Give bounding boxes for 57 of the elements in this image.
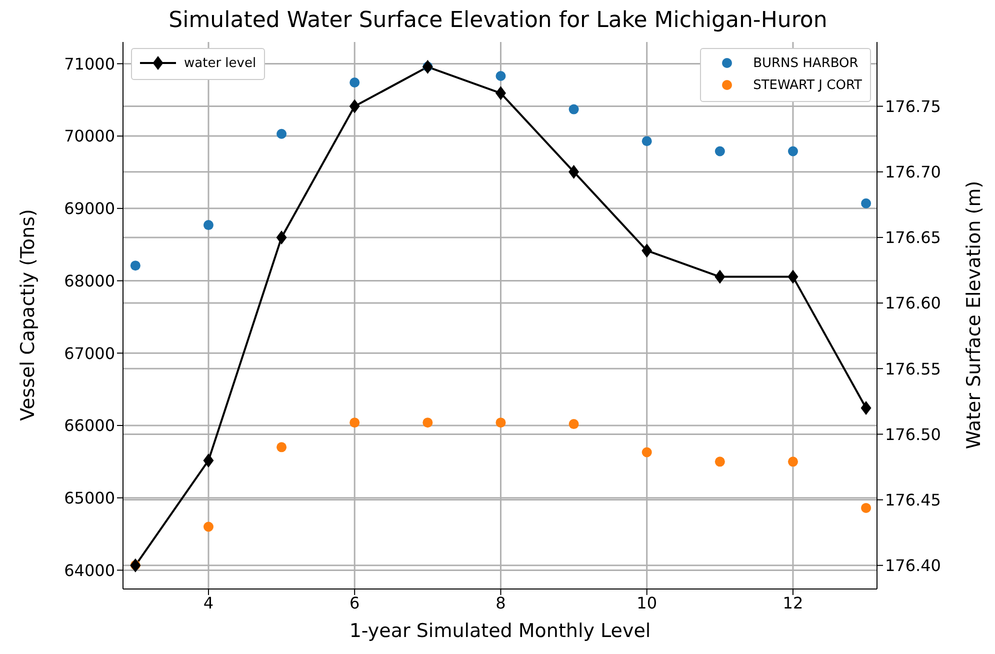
y-tick-label: 67000 bbox=[64, 344, 115, 363]
y-tick-label: 68000 bbox=[64, 271, 115, 290]
x-tick-label: 4 bbox=[203, 593, 214, 612]
point bbox=[276, 442, 287, 452]
point bbox=[496, 71, 506, 82]
x-tick-label: 12 bbox=[782, 593, 804, 612]
y-tick-label: 71000 bbox=[64, 54, 115, 74]
x-tick-label: 8 bbox=[496, 593, 506, 612]
x-axis-title: 1-year Simulated Monthly Level bbox=[348, 620, 652, 642]
point bbox=[714, 456, 725, 467]
legend-label: water level bbox=[184, 56, 256, 71]
point bbox=[350, 418, 360, 428]
point bbox=[861, 502, 872, 513]
y-tick-label: 66000 bbox=[64, 416, 115, 436]
legend-label: STEWART J CORT bbox=[753, 78, 862, 93]
legend-label: BURNS HARBOR bbox=[753, 56, 858, 71]
y2-axis-title: Water Surface Elevation (m) bbox=[963, 180, 985, 450]
point bbox=[130, 260, 140, 271]
point bbox=[349, 99, 360, 114]
y2-tick-label: 176.60 bbox=[885, 294, 941, 313]
point bbox=[203, 220, 214, 230]
point bbox=[422, 418, 433, 428]
y-tick-label: 65000 bbox=[64, 488, 115, 508]
y-tick-label: 70000 bbox=[64, 126, 115, 146]
point bbox=[788, 270, 798, 284]
point bbox=[714, 146, 725, 156]
point bbox=[350, 78, 360, 88]
y-tick-label: 69000 bbox=[64, 199, 115, 218]
point bbox=[203, 522, 214, 532]
point bbox=[788, 456, 798, 467]
point bbox=[861, 198, 872, 208]
y2-tick-label: 176.70 bbox=[885, 162, 941, 182]
chart-title: Simulated Water Surface Elevation for Lake Michigan-Huron bbox=[168, 8, 828, 33]
y-tick-label: 64000 bbox=[64, 560, 115, 580]
point bbox=[496, 418, 506, 428]
y2-tick-label: 176.40 bbox=[885, 556, 941, 576]
x-tick-label: 6 bbox=[350, 593, 360, 612]
y2-tick-label: 176.55 bbox=[885, 359, 941, 378]
point bbox=[788, 146, 798, 156]
point bbox=[568, 419, 579, 430]
point bbox=[203, 453, 214, 468]
y2-tick-label: 176.50 bbox=[885, 424, 941, 444]
point bbox=[642, 244, 652, 258]
y2-tick-label: 176.65 bbox=[885, 228, 941, 248]
point bbox=[642, 136, 652, 146]
y2-tick-label: 176.75 bbox=[885, 96, 941, 116]
x-tick-label: 10 bbox=[636, 593, 658, 612]
point bbox=[714, 270, 726, 284]
point bbox=[568, 104, 579, 114]
point bbox=[642, 447, 652, 458]
point bbox=[495, 86, 506, 100]
point bbox=[568, 164, 580, 179]
y2-tick-label: 176.45 bbox=[885, 490, 941, 510]
point bbox=[276, 128, 287, 139]
y-axis-title: Vessel Capactiy (Tons) bbox=[17, 209, 39, 421]
point bbox=[860, 400, 872, 415]
point bbox=[276, 230, 287, 244]
